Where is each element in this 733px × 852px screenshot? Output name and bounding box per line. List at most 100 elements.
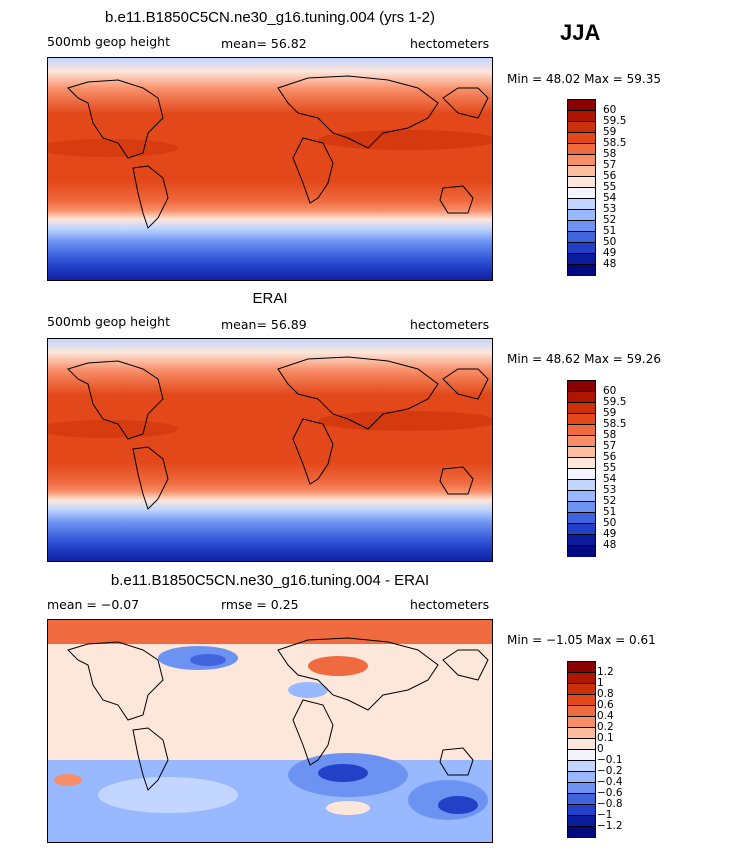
panel2-colorbar-swatch: [568, 535, 595, 546]
colorbar-label: 59.5: [603, 396, 627, 408]
colorbar-label: 58.5: [603, 418, 627, 430]
panel3-rmse-label: rmse = 0.25: [221, 597, 299, 612]
colorbar-label: 49: [603, 247, 617, 259]
panel1-variable-label: 500mb geop height: [47, 34, 170, 49]
panel3-colorbar: [567, 661, 596, 838]
panel2-units-label: hectometers: [410, 317, 490, 332]
colorbar-label: 52: [603, 495, 617, 507]
colorbar-label: 55: [603, 181, 617, 193]
panel3-colorbar-swatch: [568, 717, 595, 728]
colorbar-label: 52: [603, 214, 617, 226]
colorbar-label: 0.2: [597, 721, 614, 733]
panel3-colorbar-swatch: [568, 739, 595, 750]
colorbar-label: 59: [603, 126, 617, 138]
colorbar-label: 1: [597, 677, 604, 689]
panel2-colorbar-swatch: [568, 458, 595, 469]
panel1-colorbar-swatch: [568, 232, 595, 243]
panel1-mean-label: mean= 56.82: [221, 36, 307, 51]
panel3-colorbar-swatch: [568, 662, 595, 673]
panel3-difference-field: [48, 620, 492, 842]
colorbar-label: 59: [603, 407, 617, 419]
panel3-mean-label: mean = −0.07: [47, 597, 140, 612]
panel1-colorbar-swatch: [568, 144, 595, 155]
panel2-colorbar-swatch: [568, 436, 595, 447]
panel2-colorbar-swatch: [568, 524, 595, 535]
panel2-mean-label: mean= 56.89: [221, 317, 307, 332]
colorbar-label: 56: [603, 451, 617, 463]
panel1-colorbar-swatch: [568, 111, 595, 122]
panel1-colorbar-swatch: [568, 221, 595, 232]
colorbar-label: 57: [603, 440, 617, 452]
panel1-colorbar-swatch: [568, 166, 595, 177]
colorbar-label: 0.4: [597, 710, 614, 722]
panel2-colorbar-swatch: [568, 546, 595, 557]
panel3-title: b.e11.B1850C5CN.ne30_g16.tuning.004 - ER…: [110, 572, 430, 589]
panel1-colorbar-swatch: [568, 210, 595, 221]
colorbar-label: −0.2: [597, 765, 623, 777]
panel3-colorbar-swatch: [568, 783, 595, 794]
panel3-colorbar-swatch: [568, 706, 595, 717]
panel3-colorbar-swatch: [568, 728, 595, 739]
panel2-colorbar-swatch: [568, 513, 595, 524]
panel3-colorbar-swatch: [568, 673, 595, 684]
colorbar-label: −1: [597, 809, 613, 821]
colorbar-label: 1.2: [597, 666, 614, 678]
panel2-map: [47, 338, 493, 562]
colorbar-label: 0.6: [597, 699, 614, 711]
panel2-colorbar-swatch: [568, 414, 595, 425]
panel2-title: ERAI: [252, 290, 288, 307]
panel3-colorbar-swatch: [568, 750, 595, 761]
colorbar-label: 56: [603, 170, 617, 182]
panel3-colorbar-swatch: [568, 761, 595, 772]
panel2-variable-label: 500mb geop height: [47, 314, 170, 329]
panel1-title: b.e11.B1850C5CN.ne30_g16.tuning.004 (yrs…: [105, 9, 435, 26]
panel3-minmax: Min = −1.05 Max = 0.61: [507, 633, 656, 647]
panel2-colorbar-swatch: [568, 381, 595, 392]
colorbar-label: 59.5: [603, 115, 627, 127]
colorbar-label: 55: [603, 462, 617, 474]
colorbar-label: −0.4: [597, 776, 623, 788]
colorbar-label: 51: [603, 225, 617, 237]
panel1-colorbar-swatch: [568, 254, 595, 265]
colorbar-label: 57: [603, 159, 617, 171]
panel2-minmax: Min = 48.62 Max = 59.26: [507, 352, 661, 366]
panel1-units-label: hectometers: [410, 36, 490, 51]
panel1-colorbar-swatch: [568, 188, 595, 199]
colorbar-label: 54: [603, 192, 617, 204]
colorbar-label: 51: [603, 506, 617, 518]
panel1-minmax: Min = 48.02 Max = 59.35: [507, 72, 661, 86]
panel3-map: [47, 619, 493, 843]
panel2-colorbar-swatch: [568, 491, 595, 502]
panel1-colorbar-swatch: [568, 177, 595, 188]
panel2-colorbar-swatch: [568, 469, 595, 480]
colorbar-label: 0.1: [597, 732, 614, 744]
colorbar-label: 53: [603, 484, 617, 496]
panel1-colorbar-swatch: [568, 133, 595, 144]
colorbar-label: 60: [603, 104, 617, 116]
colorbar-label: 48: [603, 258, 617, 270]
colorbar-label: 53: [603, 203, 617, 215]
panel2-colorbar-labels: 60 59.5 59 58.5 58 57 56 55 54 53 52 51 …: [603, 386, 626, 551]
colorbar-label: −0.1: [597, 754, 623, 766]
panel3-colorbar-swatch: [568, 816, 595, 827]
panel3-colorbar-swatch: [568, 794, 595, 805]
colorbar-label: 58: [603, 429, 617, 441]
colorbar-label: 0.8: [597, 688, 614, 700]
panel3-colorbar-swatch: [568, 695, 595, 706]
panel2-colorbar-swatch: [568, 480, 595, 491]
panel1-colorbar-swatch: [568, 199, 595, 210]
panel2-colorbar-swatch: [568, 447, 595, 458]
season-label: JJA: [560, 20, 601, 45]
colorbar-label: 60: [603, 385, 617, 397]
panel1-colorbar: [567, 99, 596, 276]
panel3-colorbar-swatch: [568, 827, 595, 838]
panel1-colorbar-swatch: [568, 100, 595, 111]
colorbar-label: 58: [603, 148, 617, 160]
colorbar-label: 50: [603, 517, 617, 529]
colorbar-label: 0: [597, 743, 604, 755]
colorbar-label: −1.2: [597, 820, 623, 832]
colorbar-label: −0.6: [597, 787, 623, 799]
panel3-colorbar-labels: 1.2 1 0.8 0.6 0.4 0.2 0.1 0 −0.1 −0.2 −0…: [597, 667, 623, 832]
panel1-colorbar-swatch: [568, 122, 595, 133]
colorbar-label: 54: [603, 473, 617, 485]
